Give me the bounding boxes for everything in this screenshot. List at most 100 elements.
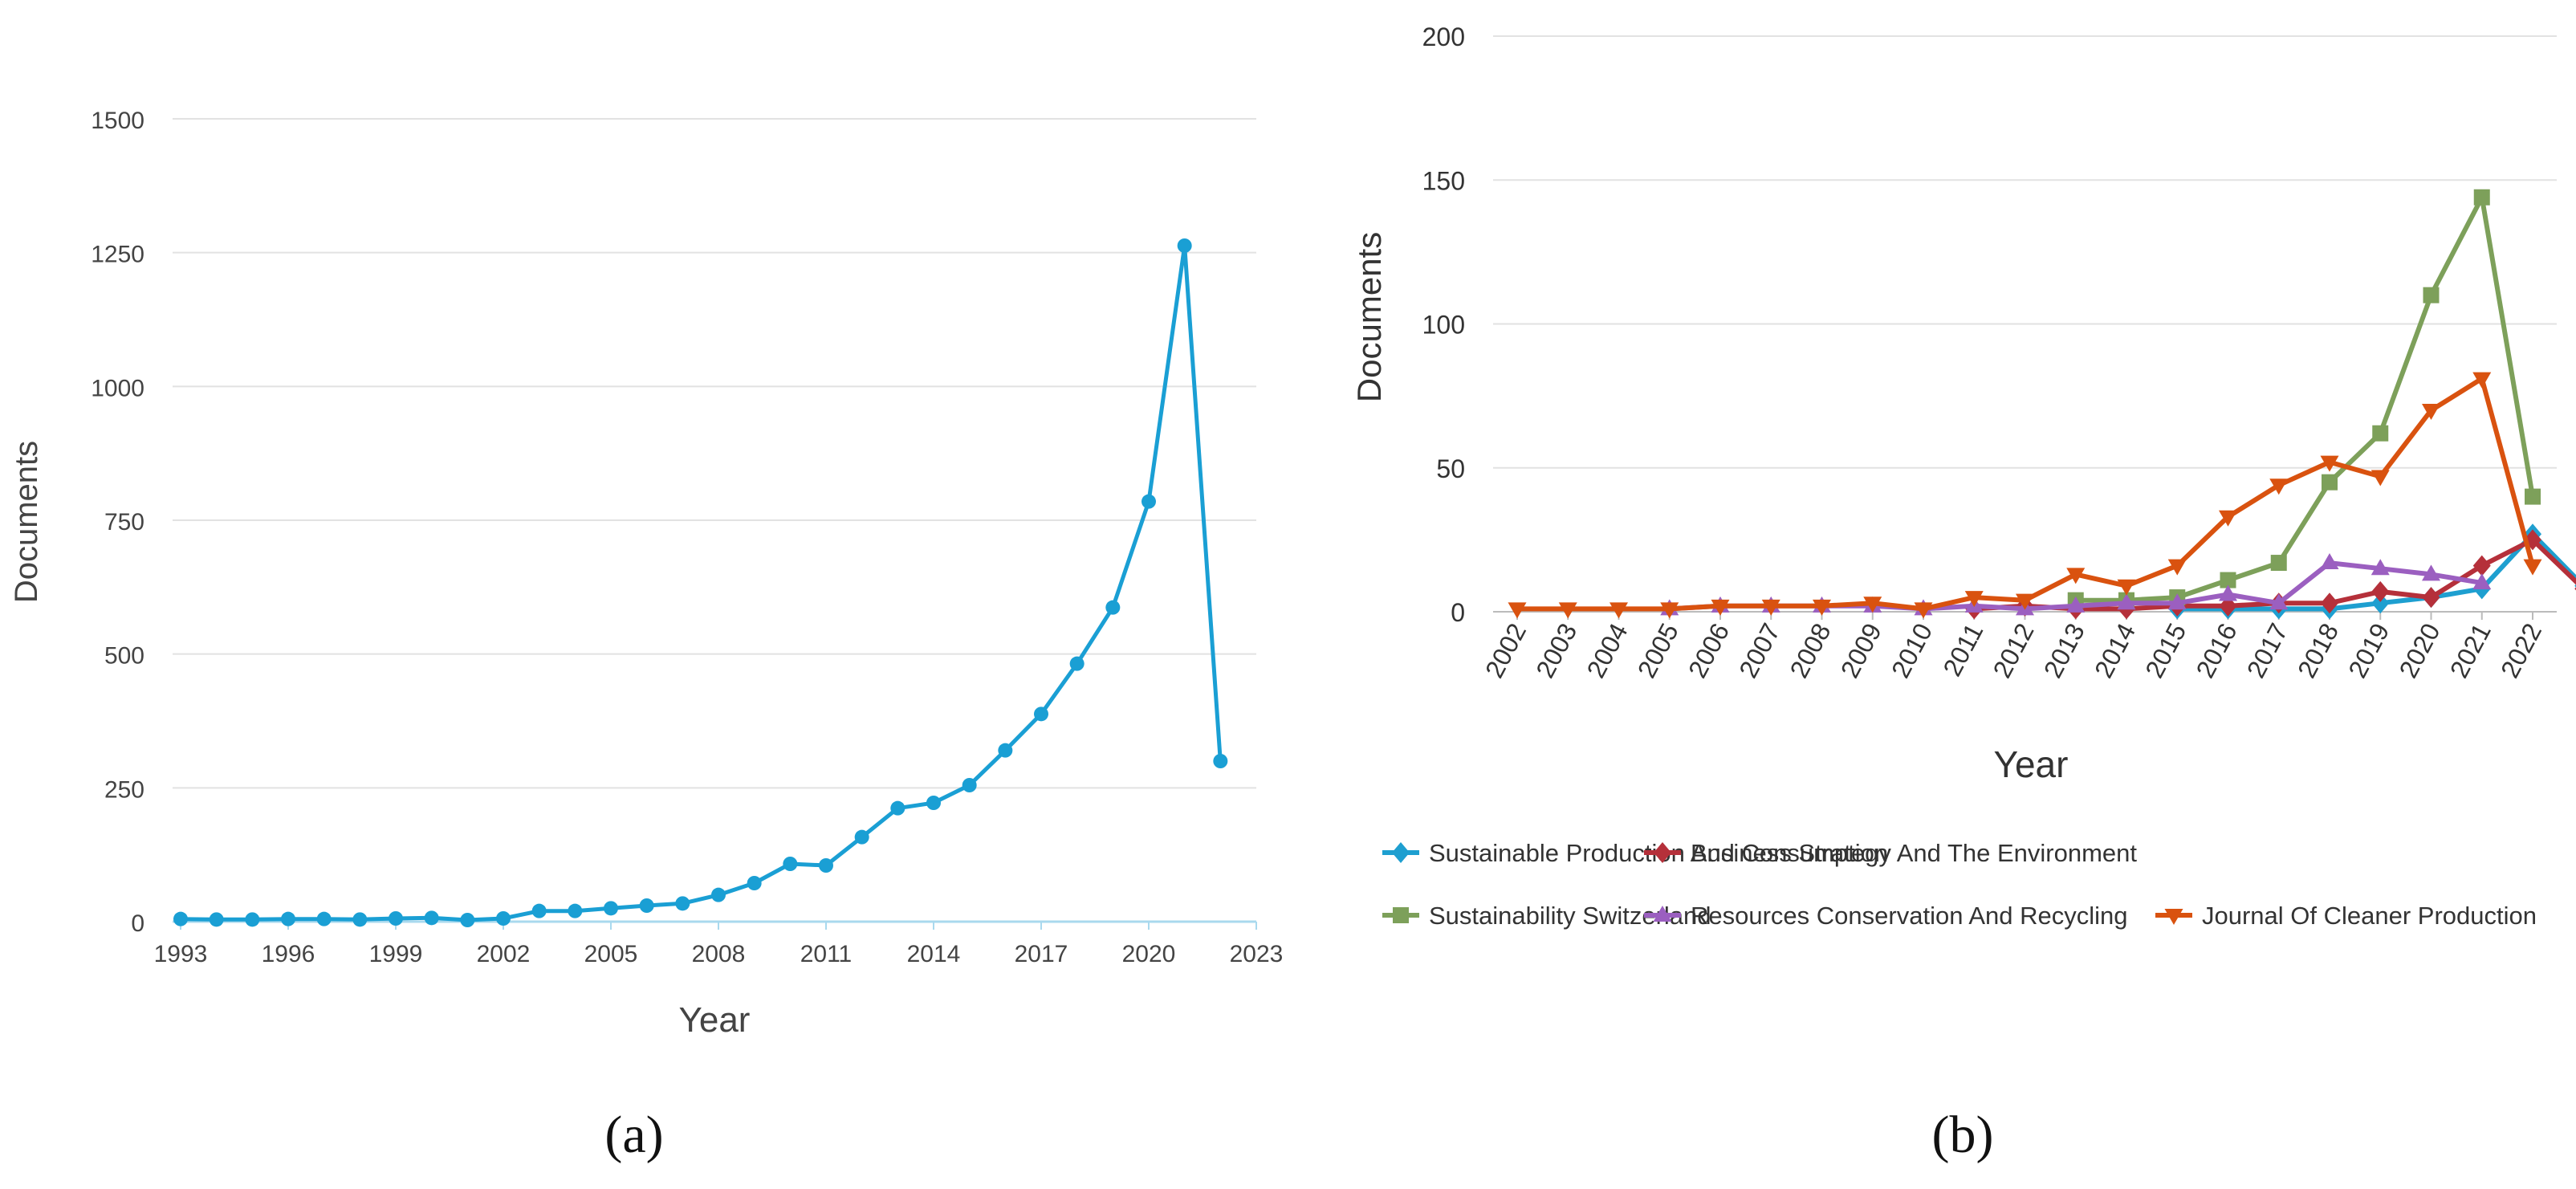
chart-b-legend-label-4: Resources Conservation And Recycling (1691, 902, 2128, 930)
chart-b-data-point-5 (1711, 599, 1730, 616)
chart-a-y-tick-label: 1000 (91, 375, 144, 401)
chart-a-data-point (1177, 238, 1192, 253)
chart-b-data-point-2 (2422, 587, 2440, 609)
chart-a-y-tick-label: 1250 (91, 242, 144, 268)
chart-a-y-tick-label: 0 (131, 910, 144, 937)
chart-a-data-point (173, 911, 188, 926)
chart-b-data-point-5 (2269, 478, 2289, 495)
chart-a-y-ticks: 0 250 500 750 1000 1250 1500 (91, 108, 144, 937)
chart-a-x-tick-label: 2014 (907, 941, 961, 967)
chart-a-data-point (1069, 656, 1085, 671)
chart-b-data-point-5 (1609, 602, 1628, 619)
chart-b-data-point-5 (2370, 470, 2390, 487)
chart-b-data-point-5 (1660, 602, 1679, 619)
chart-b-data-point-5 (1508, 602, 1527, 619)
chart-a-x-tick-label: 2011 (800, 941, 853, 967)
chart-a-data-point (460, 913, 475, 927)
chart-b-data-point-4 (2219, 584, 2237, 601)
chart-b-data-point-4 (2472, 573, 2492, 590)
chart-b-data-point-1 (2371, 592, 2390, 614)
chart-b-y-tick-label: 200 (1422, 22, 1465, 51)
chart-b-data-point-5 (1813, 599, 1831, 616)
panel-label-b: (b) (1932, 1106, 1994, 1164)
chart-a-data-point (1141, 494, 1156, 509)
chart-a-x-tick-label: 1999 (369, 941, 423, 967)
chart-a-data-point (1213, 754, 1228, 768)
chart-a-data-point (496, 911, 511, 926)
chart-b-legend-marker-5 (2164, 909, 2183, 925)
chart-a-x-tick-label: 2023 (1230, 941, 1284, 967)
chart-b-legend-label-5: Journal Of Cleaner Production (2202, 902, 2537, 930)
chart-b-data-point-5 (2016, 593, 2034, 610)
chart-a-y-tick-label: 1500 (91, 108, 144, 134)
chart-b-y-tick-label: 50 (1436, 454, 1465, 483)
chart-a-series (173, 238, 1228, 927)
chart-b-series (1508, 189, 2576, 620)
chart-b-data-point-5 (2117, 579, 2136, 596)
panel-label-a: (a) (604, 1106, 663, 1164)
chart-a-x-tick-label: 2008 (692, 941, 746, 967)
chart-b-series-line-3 (2075, 194, 2535, 603)
chart-a-data-point (854, 829, 869, 845)
chart-b-data-point-4 (2167, 593, 2187, 610)
chart-a-data-point (424, 910, 439, 926)
chart-b-data-point-2 (2321, 592, 2338, 614)
chart-a-data-point (281, 911, 295, 926)
chart-a-data-point (998, 743, 1013, 758)
chart-b-data-point-4 (2320, 553, 2339, 570)
chart-a-data-point (962, 778, 977, 792)
chart-b-data-point-5 (1761, 599, 1780, 616)
chart-b-legend-marker-2 (1654, 842, 1671, 863)
chart-b-data-point-5 (1914, 602, 1933, 619)
chart-a-data-point (352, 912, 368, 927)
chart-b-data-point-2 (2472, 555, 2491, 576)
chart-a-x-axis-label: Year (679, 1000, 751, 1040)
chart-a-data-point (675, 896, 690, 911)
chart-b-x-axis-label: Year (1994, 743, 2069, 785)
chart-a-x-tick-label: 2005 (584, 941, 638, 967)
chart-b-data-point-4 (2370, 559, 2390, 576)
chart-b-data-point-5 (2422, 404, 2440, 421)
chart-b-legend: Sustainable Production And ConsumptionBu… (1382, 839, 2537, 930)
chart-a-data-point (531, 903, 547, 918)
chart-b-data-point-4 (2066, 596, 2086, 613)
chart-a-data-point (783, 857, 798, 871)
chart-a-data-point (711, 887, 726, 902)
chart-b-data-point-5 (2320, 455, 2339, 472)
chart-b-y-tick-label: 150 (1422, 166, 1465, 195)
chart-a-data-point (926, 796, 941, 810)
chart-b-data-point-3 (2220, 572, 2236, 588)
chart-b-data-point-5 (2066, 568, 2086, 584)
chart-b-data-point-4 (2117, 593, 2136, 610)
chart-a-data-point (568, 903, 583, 918)
chart-a-data-point (747, 876, 762, 890)
chart-a-data-point (604, 901, 618, 916)
chart-a-x-tick-label: 2020 (1122, 941, 1176, 967)
chart-b-data-point-3 (2322, 474, 2338, 491)
chart-a-x-tick-label: 1993 (154, 941, 208, 967)
chart-a-y-axis-label: Documents (9, 441, 44, 603)
chart-b-data-point-5 (2472, 372, 2492, 389)
chart-a-data-point (819, 858, 833, 873)
chart-a-data-point (890, 800, 905, 816)
chart-b-data-point-3 (2270, 555, 2287, 572)
chart-b-data-point-5 (2167, 559, 2187, 576)
chart-b-legend-marker-3 (1393, 907, 1409, 923)
chart-a-data-point (316, 911, 332, 926)
chart-b-data-point-3 (2372, 425, 2389, 442)
chart-a-y-tick-label: 500 (104, 643, 144, 670)
chart-b-data-point-4 (2269, 593, 2289, 610)
chart-b-data-point-5 (1558, 602, 1577, 619)
chart-b-y-axis-label: Documents (1350, 232, 1388, 402)
chart-a-y-tick-label: 750 (104, 509, 144, 535)
chart-a-x-ticks: 1993 1996 1999 2002 2005 2008 2011 2014 2017 2020… (154, 922, 1284, 967)
chart-b-data-point-5 (2523, 559, 2542, 576)
chart-b-data-point-5 (1863, 597, 1882, 613)
chart-a-data-point (245, 912, 260, 927)
chart-b-data-point-3 (2473, 189, 2490, 206)
chart-b-data-point-2 (2371, 580, 2390, 602)
chart-b-data-point-3 (2423, 287, 2440, 303)
chart-a-data-point (1105, 600, 1121, 615)
chart-b-data-point-3 (2525, 488, 2541, 505)
